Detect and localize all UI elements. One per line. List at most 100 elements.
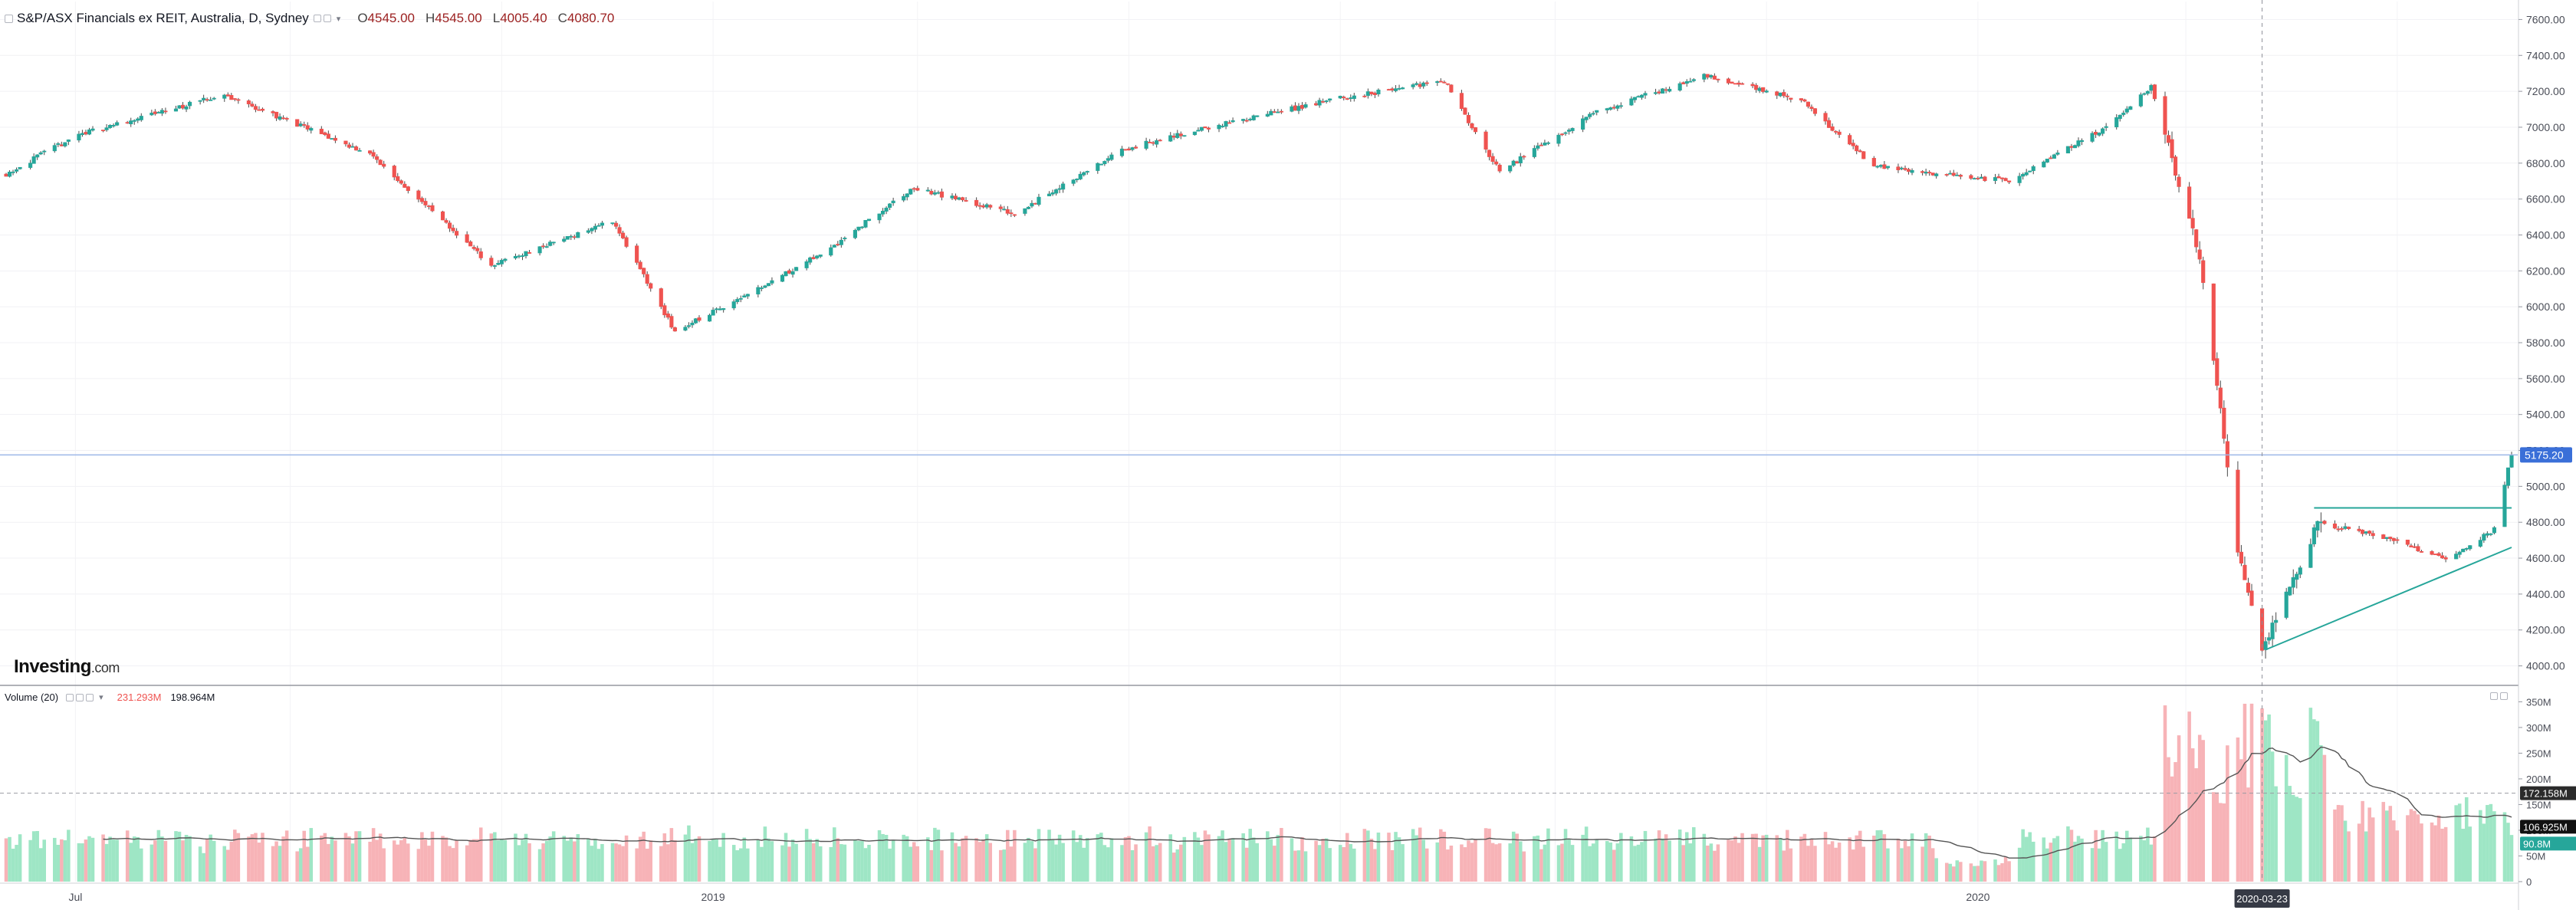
volume-bar: [624, 835, 629, 882]
volume-bar: [1872, 836, 1876, 882]
candle-body: [2138, 94, 2143, 107]
price-pane-header: S&P/ASX Financials ex REIT, Australia, D…: [5, 11, 614, 26]
indicator-visibility-icon[interactable]: [66, 693, 74, 701]
candle-body: [1837, 131, 1842, 135]
volume-tick-label: 150M: [2526, 799, 2551, 810]
volume-bar: [833, 827, 836, 882]
volume-bar: [80, 843, 84, 882]
price-tick-label: 5600.00: [2526, 373, 2565, 385]
candle-body: [108, 125, 113, 128]
candle-body: [2114, 117, 2119, 127]
candle-body: [909, 189, 913, 195]
candle-body: [309, 128, 314, 131]
candle-body: [1629, 98, 1634, 106]
volume-bar: [229, 841, 234, 882]
chevron-down-icon[interactable]: ▾: [336, 14, 341, 24]
volume-bar: [2049, 843, 2053, 882]
volume-bar: [87, 836, 91, 882]
volume-bar: [212, 840, 216, 882]
candle-body: [881, 210, 886, 215]
volume-bar: [2187, 711, 2191, 882]
series-close-icon[interactable]: [323, 15, 331, 22]
volume-bar: [427, 846, 431, 882]
volume-bar: [2003, 856, 2008, 882]
volume-bar: [1241, 833, 1245, 882]
ohlc-high: H4545.00: [426, 11, 482, 25]
volume-bar: [254, 833, 258, 882]
candle-body: [2239, 551, 2244, 563]
candle-body: [1848, 135, 1852, 145]
candle-body: [1896, 166, 1901, 170]
candle-body: [177, 105, 182, 109]
candle-body: [686, 325, 692, 327]
candle-body: [1559, 133, 1565, 136]
candle-body: [1983, 176, 1987, 182]
candle-body: [2065, 146, 2071, 154]
candle-body: [2045, 159, 2049, 163]
volume-bar: [2118, 849, 2122, 882]
volume-bar: [489, 833, 494, 882]
volume-bar: [2295, 797, 2299, 882]
volume-bar: [2163, 705, 2167, 882]
candle-body: [323, 132, 327, 135]
volume-bar: [1096, 834, 1100, 882]
volume-bar: [1421, 839, 1425, 882]
volume-bar: [444, 837, 449, 882]
volume-bar: [2069, 830, 2074, 882]
series-settings-icon[interactable]: [313, 15, 321, 22]
candle-body: [620, 232, 626, 238]
volume-bar: [1976, 866, 1980, 882]
volume-bar: [2194, 768, 2198, 882]
volume-bar: [818, 846, 823, 882]
candle-body: [939, 191, 944, 198]
candle-body: [232, 98, 237, 100]
candle-body: [1023, 208, 1027, 214]
last-price-label: 5175.20: [2525, 448, 2564, 461]
volume-bar: [2430, 822, 2434, 882]
ohlc-open: O4545.00: [357, 11, 415, 25]
volume-bar: [1006, 830, 1010, 882]
candle-body: [1411, 84, 1415, 87]
candle-body: [2007, 180, 2012, 182]
volume-bar: [1424, 848, 1429, 882]
volume-bar: [2416, 814, 2420, 882]
volume-bar: [2315, 721, 2320, 882]
candle-body: [794, 267, 799, 271]
candle-body: [1618, 105, 1623, 107]
volume-bar: [2153, 836, 2157, 882]
candle-body: [742, 295, 747, 298]
volume-bar: [60, 839, 64, 882]
volume-bar: [1921, 846, 1924, 882]
volume-bar: [284, 830, 289, 882]
volume-bar: [711, 839, 715, 882]
volume-bar: [1837, 843, 1842, 882]
candle-body: [1809, 107, 1814, 110]
indicator-close-icon[interactable]: [86, 693, 94, 701]
candle-body: [2502, 485, 2507, 527]
volume-bar: [1467, 840, 1470, 882]
candle-body: [759, 287, 764, 289]
volume-bar: [645, 849, 649, 882]
pane-move-up-icon[interactable]: [2490, 692, 2498, 700]
candle-body: [396, 176, 400, 181]
candle-body: [1175, 133, 1180, 138]
volume-bar: [1394, 832, 1398, 882]
candle-body: [1764, 90, 1769, 93]
volume-bar: [1013, 830, 1017, 882]
volume-bar: [1002, 849, 1007, 882]
indicator-settings-icon[interactable]: [76, 693, 84, 701]
candle-body: [763, 285, 767, 288]
volume-bar: [2343, 820, 2348, 882]
candle-body: [929, 191, 934, 195]
candle-body: [31, 156, 36, 164]
chevron-down-icon[interactable]: ▾: [99, 693, 104, 702]
pane-maximize-icon[interactable]: [2500, 692, 2508, 700]
candle-body: [503, 258, 508, 261]
candle-body: [1349, 97, 1353, 99]
volume-bar: [1733, 836, 1737, 882]
volume-bar: [1515, 833, 1520, 882]
volume-bar: [2246, 787, 2250, 882]
collapse-pane-icon[interactable]: [5, 14, 13, 23]
volume-bar: [586, 838, 590, 882]
candle-body: [1296, 106, 1301, 111]
